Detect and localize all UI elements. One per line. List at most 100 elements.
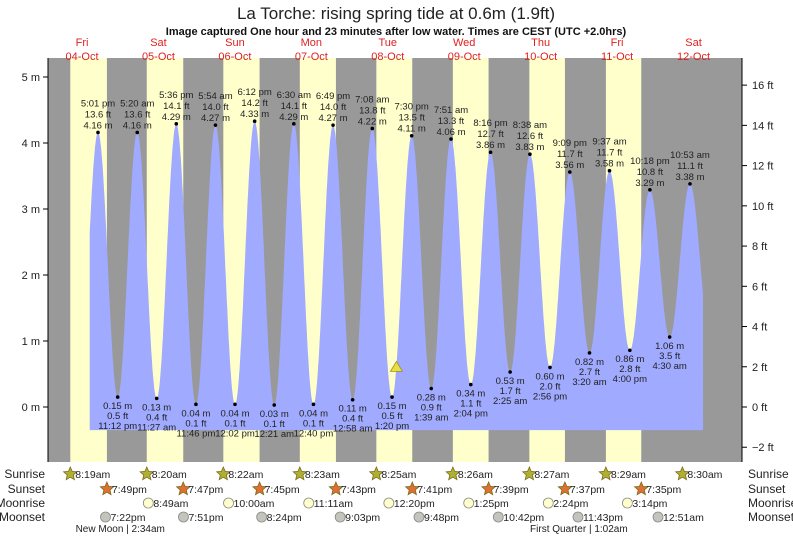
low-tide-label: 0.5 ft: [107, 411, 128, 422]
day-weekday-label: Fri: [76, 37, 89, 49]
low-tide-label: 0.11 m: [338, 404, 366, 415]
low-tide-label: 0.53 m: [496, 376, 525, 387]
sunset-star-icon: [404, 480, 420, 496]
moonrise-moon-icon: [142, 497, 154, 509]
y-right-tick-label: 4 ft: [752, 322, 767, 334]
sunrise-time: 8:30am: [687, 469, 722, 481]
high-tide-label: 12.7 ft: [477, 129, 504, 140]
high-tide-label: 3.38 m: [675, 172, 704, 183]
high-tide-point: [449, 137, 453, 141]
low-tide-label: 2.7 ft: [579, 367, 600, 378]
sunrise-row-label-right: Sunrise: [748, 467, 789, 481]
moonset-time: 9:03pm: [345, 512, 380, 524]
low-tide-label: 0.5 ft: [381, 411, 402, 422]
y-right-tick-label: 16 ft: [752, 80, 773, 92]
y-right-tick-label: 12 ft: [752, 161, 773, 173]
high-tide-label: 4.16 m: [123, 120, 152, 131]
high-tide-label: 7:51 am: [434, 105, 468, 116]
sunset-star-icon: [251, 480, 268, 496]
chart-subtitle: Image captured One hour and 23 minutes a…: [166, 26, 627, 38]
moonset-time: 9:48pm: [424, 512, 459, 524]
high-tide-label: 6:30 am: [277, 90, 311, 101]
sunrise-time: 8:23am: [305, 469, 340, 481]
moonrise-time: 12:20pm: [394, 498, 435, 510]
sunrise-time: 8:27am: [534, 469, 569, 481]
y-right-tick-label: 8 ft: [752, 241, 767, 253]
sunset-time: 7:45pm: [265, 484, 300, 496]
sunrise-star-icon: [598, 465, 614, 481]
low-tide-label: 2.0 ft: [539, 381, 560, 392]
sunrise-star-icon: [62, 465, 78, 481]
high-tide-point: [648, 188, 652, 192]
sunset-time: 7:35pm: [646, 484, 681, 496]
low-tide-point: [272, 403, 277, 407]
moonrise-time: 1:25pm: [474, 498, 509, 510]
high-tide-label: 6:49 pm: [316, 91, 350, 102]
high-tide-label: 9:37 am: [592, 137, 626, 148]
high-tide-point: [331, 123, 335, 127]
high-tide-label: 14.1 ft: [281, 101, 308, 112]
low-tide-label: 0.4 ft: [146, 412, 167, 423]
high-tide-label: 13.5 ft: [398, 113, 425, 124]
low-tide-label: 0.4 ft: [342, 414, 363, 425]
low-tide-label: 12:02 pm: [215, 428, 255, 439]
high-tide-label: 5:20 am: [120, 98, 154, 109]
moonrise-row-label-right: Moonrise: [748, 496, 793, 510]
sunset-star-icon: [175, 480, 191, 496]
high-tide-point: [370, 126, 375, 131]
high-tide-label: 3.58 m: [595, 159, 624, 170]
moonrise-time: 3:14pm: [632, 498, 667, 510]
high-tide-label: 3.29 m: [635, 178, 664, 189]
day-date-label: 04-Oct: [66, 51, 99, 63]
tide-area: [89, 121, 704, 431]
chart-title: La Torche: rising spring tide at 0.6m (1…: [237, 4, 555, 23]
low-tide-point: [508, 370, 512, 374]
sunset-row-label: Sunset: [8, 482, 46, 496]
high-tide-label: 4.11 m: [397, 124, 425, 135]
sunrise-star-icon: [674, 465, 690, 481]
high-tide-point: [607, 168, 612, 173]
low-tide-label: 2.8 ft: [619, 364, 640, 375]
sunset-time: 7:41pm: [417, 484, 452, 496]
low-tide-label: 2:56 pm: [533, 391, 567, 402]
sunset-time: 7:39pm: [494, 484, 529, 496]
day-weekday-label: Sat: [685, 37, 702, 49]
day-weekday-label: Sun: [225, 37, 245, 49]
current-level-marker: [389, 360, 404, 372]
day-date-label: 09-Oct: [448, 51, 481, 63]
high-tide-label: 14.2 ft: [241, 98, 268, 109]
y-left-tick-label: 4 m: [22, 138, 40, 150]
y-right-tick-label: 2 ft: [752, 362, 767, 374]
low-tide-label: 11:46 pm: [176, 428, 215, 439]
low-tide-label: 2:25 am: [493, 396, 527, 407]
moonrise-time: 10:00am: [234, 498, 275, 510]
high-tide-label: 3.56 m: [555, 160, 584, 171]
high-tide-label: 13.6 ft: [124, 109, 151, 120]
low-tide-label: 2:04 pm: [454, 409, 488, 420]
high-tide-label: 13.6 ft: [85, 109, 112, 120]
day-date-label: 12-Oct: [677, 51, 710, 63]
high-tide-label: 4.29 m: [162, 112, 191, 123]
low-tide-label: 0.04 m: [181, 408, 210, 419]
y-left-tick-label: 5 m: [22, 72, 40, 84]
low-tide-label: 0.28 m: [417, 393, 446, 404]
high-tide-point: [528, 152, 532, 157]
low-tide-point: [429, 386, 434, 391]
low-tide-point: [390, 395, 394, 399]
axes: 0 m 1 m 2 m 3 m 4 m 5 m −2 ft 0 ft 2 ft 4 ft 6 ft 8…: [22, 58, 774, 462]
moonset-moon-icon: [572, 511, 584, 523]
high-tide-label: 14.0 ft: [320, 102, 347, 113]
moonrise-time: 11:11am: [314, 498, 354, 510]
moonset-time: 7:22pm: [110, 512, 145, 524]
sunset-star-icon: [633, 480, 649, 496]
day-date-label: 11-Oct: [601, 51, 633, 63]
y-left-tick-label: 2 m: [22, 270, 40, 282]
sunset-star-icon: [328, 480, 344, 496]
moonset-moon-icon: [652, 511, 664, 523]
high-tide-label: 7:08 am: [355, 94, 389, 105]
low-tide-label: 1:39 am: [414, 413, 448, 424]
low-tide-label: 0.9 ft: [421, 403, 442, 414]
low-tide-point: [233, 402, 237, 407]
moonset-moon-icon: [334, 511, 346, 523]
